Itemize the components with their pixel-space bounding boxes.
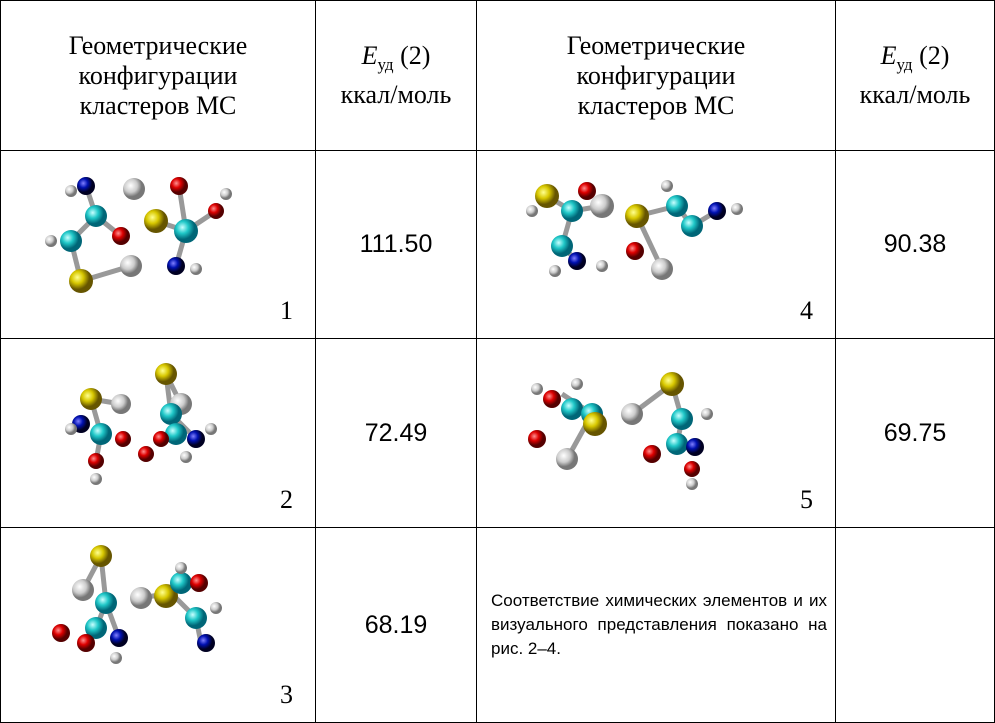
value: 68.19 [316, 528, 477, 723]
subscript: уд [896, 55, 912, 74]
image-cell: 3 [1, 528, 316, 723]
image-cell: 2 [1, 339, 316, 528]
image-label: 4 [800, 296, 813, 326]
value: 90.38 [836, 151, 995, 339]
molecule [477, 151, 835, 338]
header-line: кластеров МС [477, 91, 835, 121]
molecule [1, 339, 315, 527]
symbol: E [362, 41, 378, 70]
image-cell: 4 [477, 151, 836, 339]
value: 69.75 [836, 339, 995, 528]
value: 72.49 [316, 339, 477, 528]
symbol: E [881, 41, 897, 70]
unit: ккал/моль [836, 80, 994, 110]
image-cell: 5 [477, 339, 836, 528]
molecule [1, 151, 315, 338]
image-label: 3 [280, 680, 293, 710]
note: Соответствие химических элементов и их в… [477, 528, 836, 723]
image-label: 1 [280, 296, 293, 326]
header-line: конфигурации [1, 61, 315, 91]
table: Геометрическиеконфигурациикластеров МС E… [0, 0, 995, 723]
header-line: кластеров МС [1, 91, 315, 121]
value: 111.50 [316, 151, 477, 339]
image-label: 2 [280, 485, 293, 515]
empty-cell [836, 528, 995, 723]
subscript: уд [377, 55, 393, 74]
molecule [477, 339, 835, 527]
header-line: конфигурации [477, 61, 835, 91]
page: Геометрическиеконфигурациикластеров МС E… [0, 0, 995, 723]
header-line: Геометрические [1, 31, 315, 61]
header-cell: Eуд (2) ккал/моль [836, 1, 995, 151]
molecule [1, 528, 315, 722]
header-line: Геометрические [477, 31, 835, 61]
suffix: (2) [400, 41, 430, 70]
image-label: 5 [800, 485, 813, 515]
header-cell: Eуд (2) ккал/моль [316, 1, 477, 151]
unit: ккал/моль [316, 80, 476, 110]
image-cell: 1 [1, 151, 316, 339]
suffix: (2) [919, 41, 949, 70]
